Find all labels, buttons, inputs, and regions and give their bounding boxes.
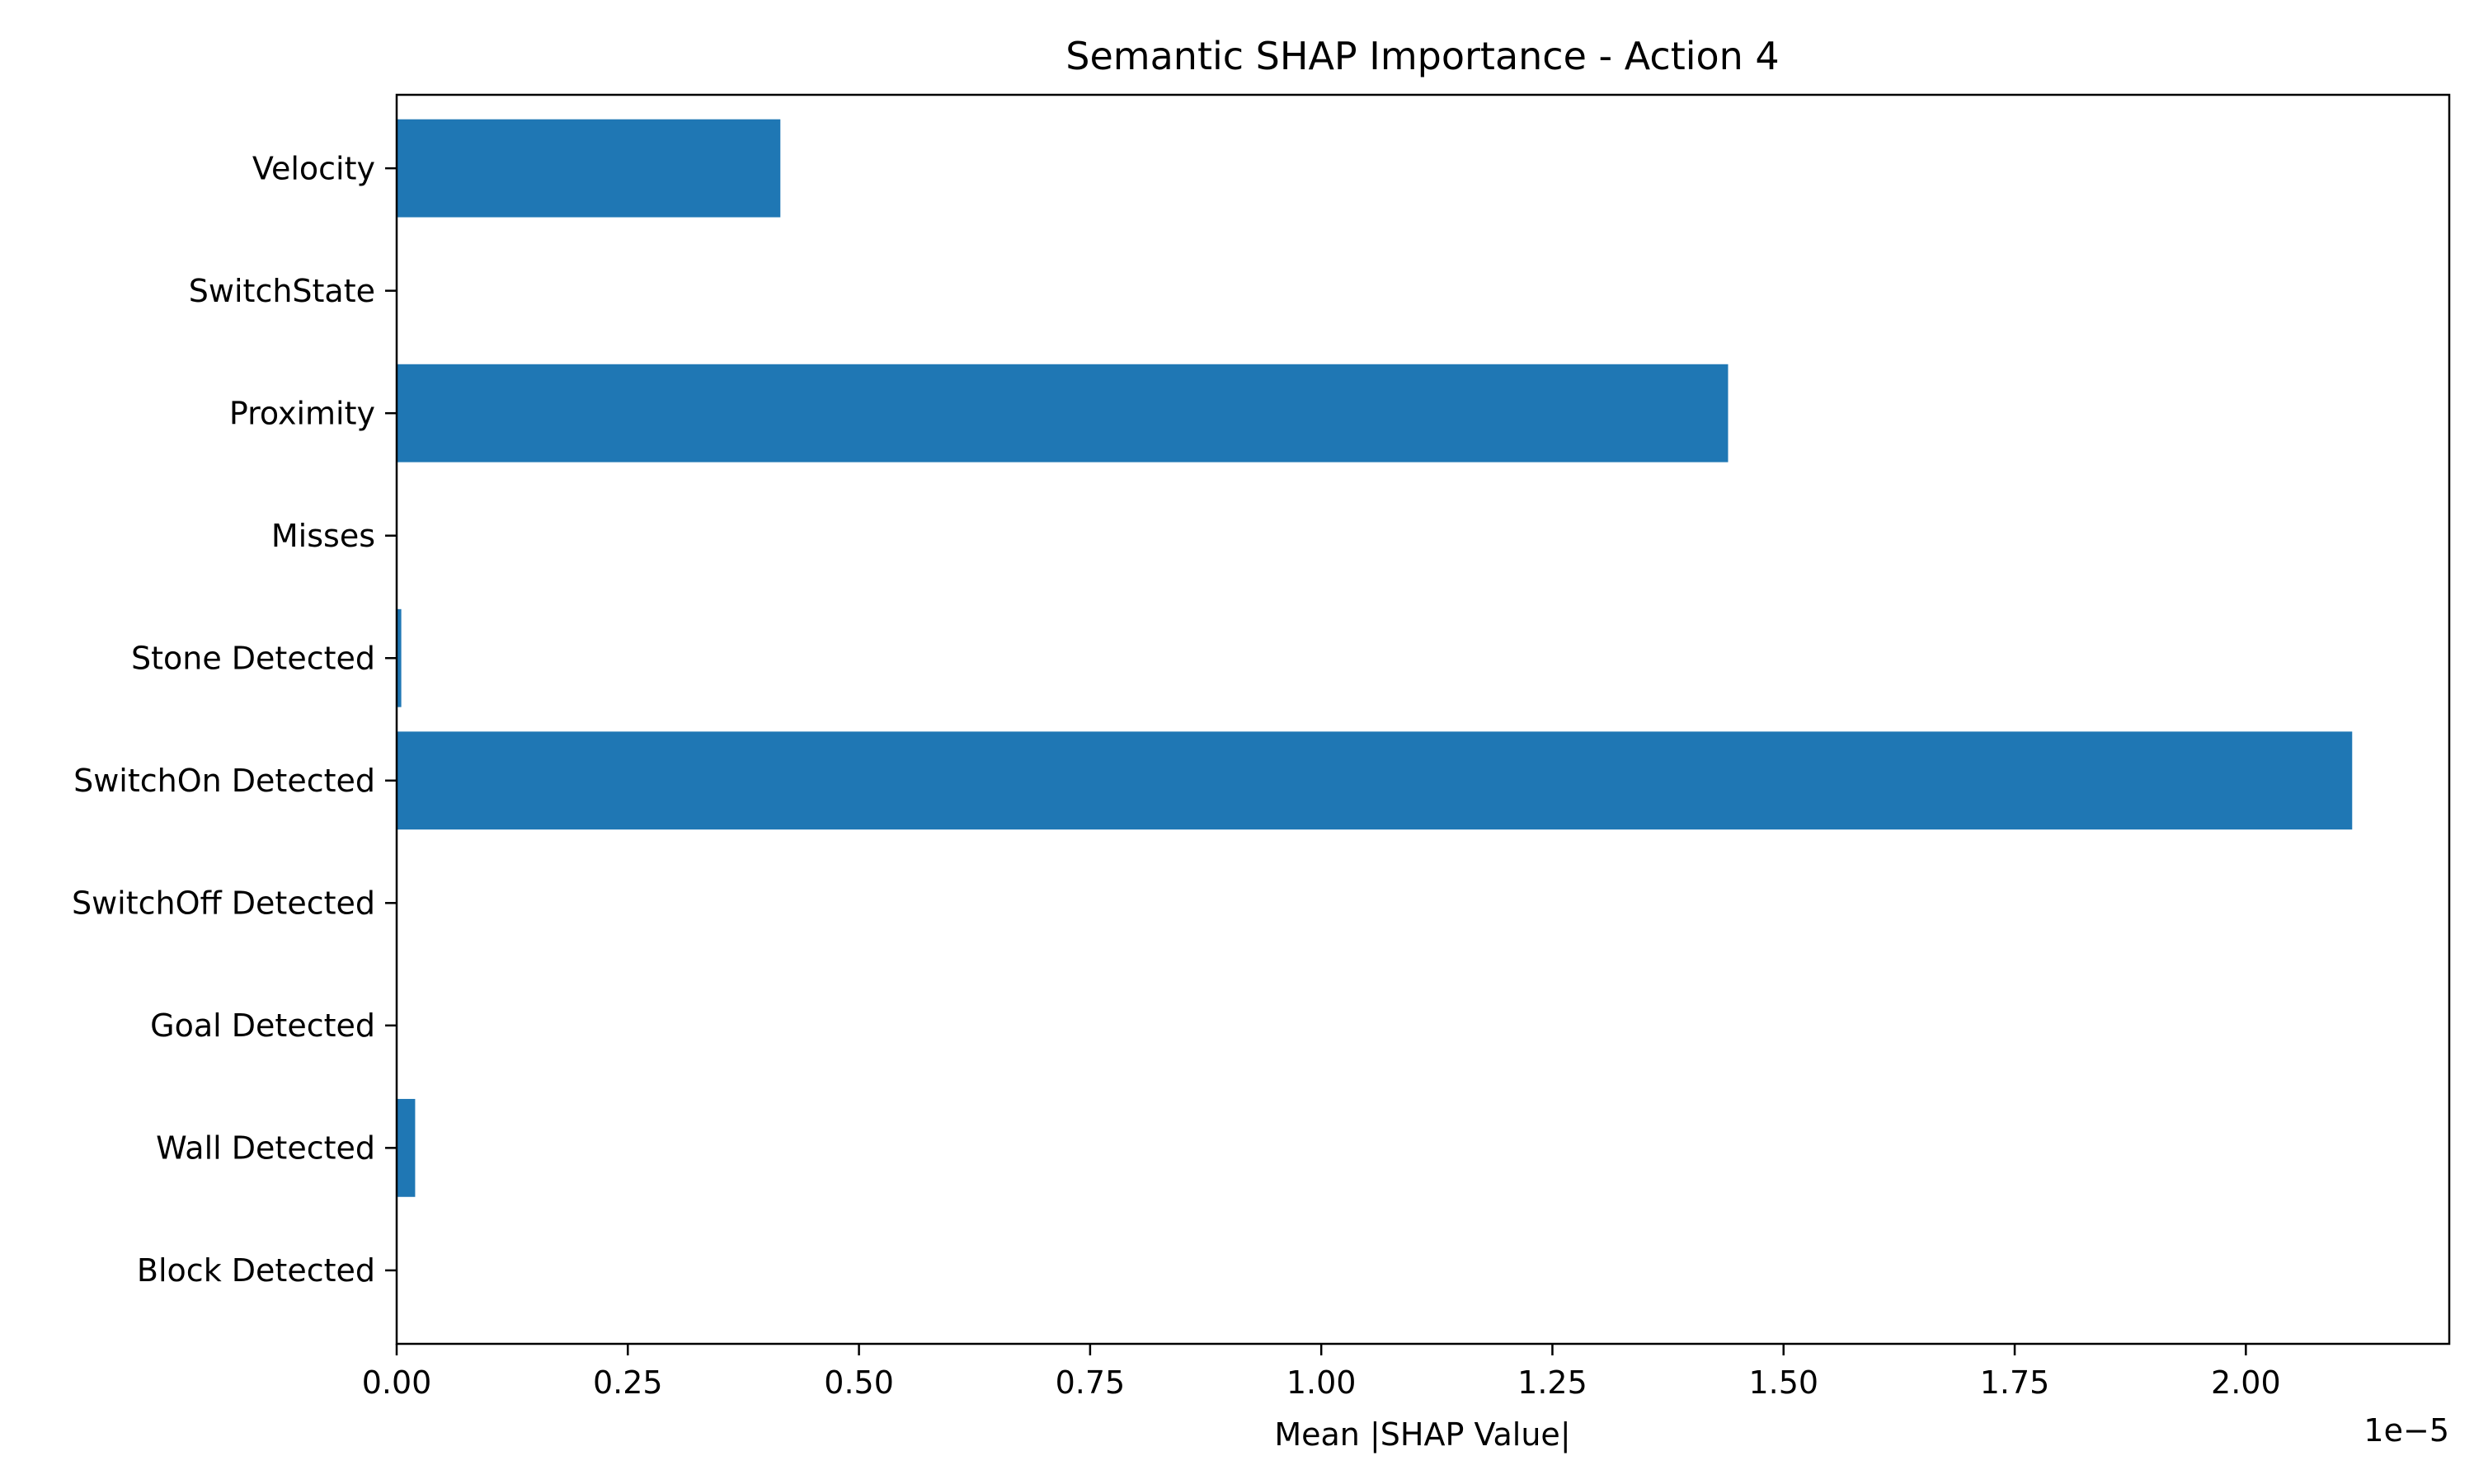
plot-frame [395,93,2451,1345]
x-tick-label: 0.50 [824,1364,894,1401]
y-tick-label-block-detected: Block Detected [137,1252,375,1289]
x-tick-label: 0.75 [1056,1364,1126,1401]
x-tick-label: 1.50 [1748,1364,1818,1401]
bar-switchon-detected [397,731,2353,830]
x-tick-label: 2.00 [2211,1364,2281,1401]
x-tick-label: 1.75 [1980,1364,2050,1401]
chart-title: Semantic SHAP Importance - Action 4 [1065,34,1779,78]
y-tick-label-goal-detected: Goal Detected [150,1007,375,1044]
y-tick-label-switchstate: SwitchState [189,273,375,309]
y-tick-label-velocity: Velocity [252,150,375,186]
y-tick-label-wall-detected: Wall Detected [156,1130,375,1167]
x-axis-label: Mean |SHAP Value| [1274,1416,1570,1453]
x-tick-label: 0.00 [362,1364,432,1401]
x-axis-ticks: 0.00 0.25 0.50 0.75 1.00 1.25 1.50 1.75 2.00 [362,1344,2281,1401]
y-tick-label-stone-detected: Stone Detected [131,641,375,677]
y-tick-label-misses: Misses [271,518,375,554]
y-axis-ticks: Velocity SwitchState Proximity Misses Stone … [72,150,397,1289]
x-axis-scale-label: 1e−5 [2363,1412,2449,1449]
x-tick-label: 1.00 [1286,1364,1357,1401]
y-tick-label-proximity: Proximity [229,395,375,431]
bar-proximity [397,364,1729,463]
bars-group [397,119,2353,1197]
y-tick-label-switchoff-detected: SwitchOff Detected [72,885,375,922]
bar-stone-detected [397,608,402,707]
y-tick-label-switchon-detected: SwitchOn Detected [73,763,375,799]
x-tick-label: 1.25 [1517,1364,1587,1401]
bar-wall-detected [397,1098,416,1197]
x-tick-label: 0.25 [593,1364,663,1401]
bar-velocity [397,119,781,218]
